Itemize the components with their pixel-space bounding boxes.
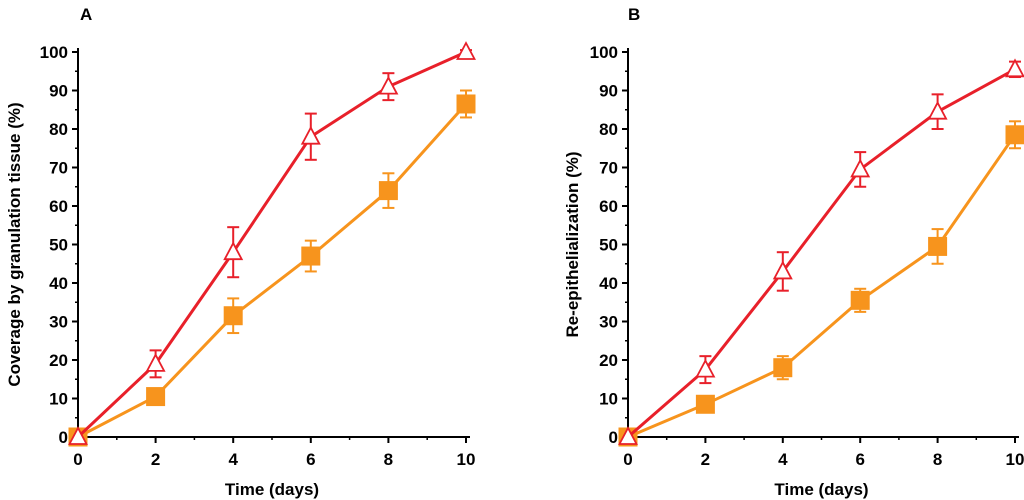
y-tick-label: 50 (49, 236, 68, 255)
data-point-square (146, 387, 166, 407)
series-line (627, 133, 1017, 439)
y-tick-label: 100 (590, 43, 618, 62)
y-tick-label: 70 (49, 159, 68, 178)
y-tick-label: 80 (49, 120, 68, 139)
y-tick-label: 60 (49, 197, 68, 216)
y-tick-label: 90 (49, 82, 68, 101)
panel-letter: A (80, 5, 92, 24)
data-point-square (223, 306, 243, 326)
data-point-triangle (618, 426, 638, 445)
y-tick-label: 0 (609, 428, 618, 447)
x-tick-label: 2 (151, 450, 160, 469)
x-tick-label: 8 (933, 450, 942, 469)
x-axis-title: Time (days) (774, 480, 868, 499)
y-tick-label: 70 (599, 159, 618, 178)
data-point-triangle (145, 352, 166, 372)
y-tick-label: 40 (49, 274, 68, 293)
x-tick-label: 4 (778, 450, 788, 469)
data-point-triangle (223, 241, 244, 261)
y-tick-label: 100 (40, 43, 68, 62)
x-tick-label: 2 (701, 450, 710, 469)
y-tick-label: 90 (599, 82, 618, 101)
data-point-triangle (1005, 58, 1024, 78)
data-point-square (773, 358, 793, 378)
panel-letter: B (628, 5, 640, 24)
x-tick-label: 10 (1006, 450, 1024, 469)
data-point-square (301, 246, 321, 266)
data-point-square (850, 290, 870, 310)
y-tick-label: 80 (599, 120, 618, 139)
data-point-square (1005, 125, 1024, 145)
y-tick-label: 10 (599, 390, 618, 409)
x-tick-label: 0 (73, 450, 82, 469)
data-point-square (928, 236, 948, 256)
data-point-square (378, 181, 398, 201)
y-tick-label: 30 (49, 313, 68, 332)
data-point-square (456, 94, 476, 114)
data-point-triangle (772, 260, 793, 280)
panel-b: B 0 10 20 30 40 50 60 70 80 90 100 0 2 4 6 8 10 Time (days… (563, 5, 1024, 499)
y-axis-title: Coverage by granulation tissue (%) (5, 102, 24, 386)
x-tick-label: 10 (457, 450, 476, 469)
y-tick-label: 60 (599, 197, 618, 216)
x-tick-label: 6 (855, 450, 864, 469)
x-tick-label: 8 (384, 450, 393, 469)
data-point-triangle (68, 426, 88, 445)
y-tick-label: 0 (59, 428, 68, 447)
y-tick-label: 40 (599, 274, 618, 293)
y-tick-label: 30 (599, 313, 618, 332)
x-tick-label: 4 (228, 450, 238, 469)
panel-a: A 0 10 20 30 40 50 60 70 80 90 100 0 2 4 6 8 10 Time (days… (5, 5, 476, 499)
y-tick-label: 50 (599, 236, 618, 255)
y-axis-title: Re-epithelialization (%) (563, 151, 582, 337)
series-line (77, 102, 468, 439)
x-tick-label: 6 (306, 450, 315, 469)
data-point-triangle (300, 125, 321, 145)
x-axis-title: Time (days) (225, 480, 319, 499)
series-line (627, 67, 1016, 439)
y-tick-label: 20 (599, 351, 618, 370)
y-tick-label: 20 (49, 351, 68, 370)
data-point-triangle (695, 358, 716, 378)
data-point-triangle (927, 100, 948, 120)
data-point-triangle (456, 41, 476, 60)
data-point-triangle (850, 158, 871, 178)
data-point-triangle (378, 75, 399, 95)
y-tick-label: 10 (49, 390, 68, 409)
x-tick-label: 0 (623, 450, 632, 469)
series-line (76, 50, 467, 439)
data-point-square (695, 394, 715, 414)
